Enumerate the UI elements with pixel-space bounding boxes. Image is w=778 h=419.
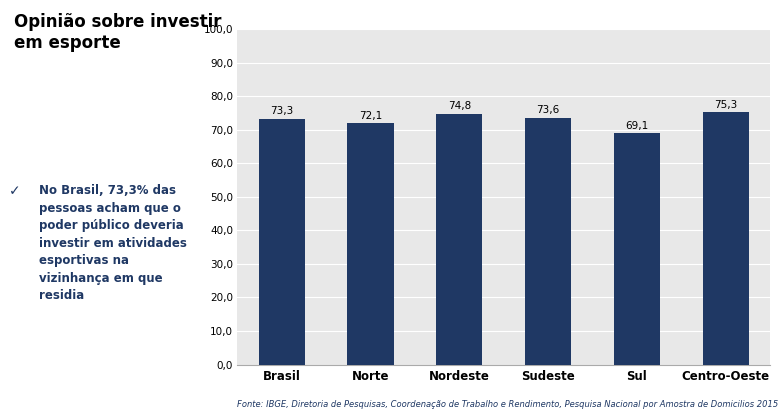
Text: 75,3: 75,3	[714, 100, 738, 110]
Text: 74,8: 74,8	[447, 101, 471, 111]
Text: 72,1: 72,1	[359, 111, 382, 121]
Bar	[525, 118, 571, 365]
Text: ✓: ✓	[9, 184, 21, 198]
Text: 73,6: 73,6	[537, 106, 560, 116]
Bar	[436, 114, 482, 365]
Bar	[703, 112, 749, 365]
Bar	[258, 119, 305, 365]
Text: 69,1: 69,1	[626, 121, 649, 131]
Text: No Brasil, 73,3% das
pessoas acham que o
poder público deveria
investir em ativi: No Brasil, 73,3% das pessoas acham que o…	[39, 184, 187, 303]
Text: 73,3: 73,3	[270, 106, 293, 116]
Bar	[614, 133, 660, 365]
Text: Fonte: IBGE, Diretoria de Pesquisas, Coordenação de Trabalho e Rendimento, Pesqu: Fonte: IBGE, Diretoria de Pesquisas, Coo…	[237, 400, 778, 409]
Text: Opinião sobre investir
em esporte: Opinião sobre investir em esporte	[14, 13, 221, 52]
Bar	[348, 123, 394, 365]
